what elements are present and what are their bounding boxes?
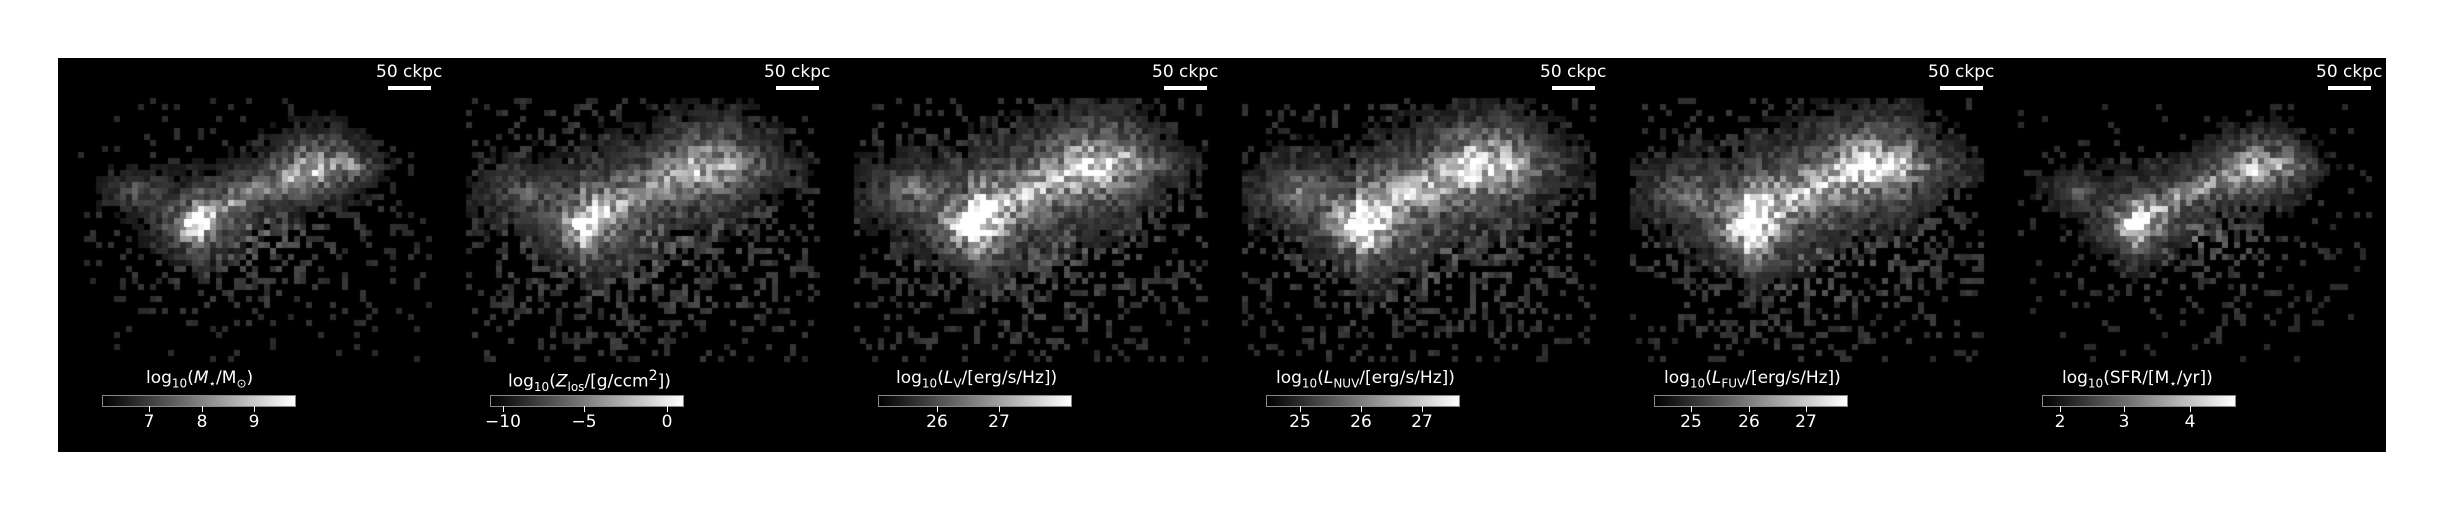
colorbar-tick: 2 [2054,412,2066,432]
colorbar-tick: 27 [1795,412,1817,432]
colorbar [1266,395,1460,407]
colorbar [490,395,684,407]
colorbar-tick: 3 [2118,412,2130,432]
galaxy-map-image [1610,58,1998,452]
scalebar-line [388,86,431,90]
colorbar-tick: 27 [1411,412,1433,432]
panel-stellar-mass: 50 ckpc log10(M⋆/M⊙) 7 8 9 [58,58,446,452]
scalebar-line [776,86,819,90]
colorbar-title: log10(LV/[erg/s/Hz]) [896,368,1058,391]
colorbar-tick: −10 [485,412,521,432]
colorbar-tick: 25 [1289,412,1311,432]
colorbar-tick: 27 [988,412,1010,432]
colorbar [102,395,296,407]
colorbar-tick: 4 [2184,412,2196,432]
scalebar-line [1552,86,1595,90]
colorbar-title: log10(LNUV/[erg/s/Hz]) [1276,368,1455,391]
scalebar-label: 50 ckpc [2316,62,2383,82]
galaxy-map-image [1998,58,2386,452]
scalebar-label: 50 ckpc [1152,62,1219,82]
colorbar-title: log10(SFR/[M⋆/yr]) [2062,368,2213,391]
scalebar-label: 50 ckpc [376,62,443,82]
colorbar-tick: 8 [196,412,208,432]
colorbar-title: log10(M⋆/M⊙) [146,368,254,391]
panel-fuv-luminosity: 50 ckpc log10(LFUV/[erg/s/Hz]) 25 26 27 [1610,58,1998,452]
galaxy-map-image [58,58,446,452]
scalebar-line [1940,86,1983,90]
colorbar-title: log10(Zlos/[g/ccm2]) [508,368,671,395]
panel-v-luminosity: 50 ckpc log10(LV/[erg/s/Hz]) 26 27 [834,58,1222,452]
colorbar-tick: 7 [143,412,155,432]
colorbar-tick: 9 [248,412,260,432]
panel-nuv-luminosity: 50 ckpc log10(LNUV/[erg/s/Hz]) 25 26 27 [1222,58,1610,452]
scalebar-label: 50 ckpc [1540,62,1607,82]
panel-sfr: 50 ckpc log10(SFR/[M⋆/yr]) 2 3 4 [1998,58,2386,452]
colorbar-title: log10(LFUV/[erg/s/Hz]) [1664,368,1841,391]
galaxy-map-image [834,58,1222,452]
colorbar [1654,395,1848,407]
scalebar-label: 50 ckpc [1928,62,1995,82]
scalebar-label: 50 ckpc [764,62,831,82]
colorbar-tick: −5 [571,412,597,432]
colorbar [2042,395,2236,407]
colorbar-tick: 26 [1350,412,1372,432]
colorbar-tick: 0 [661,412,673,432]
galaxy-map-image [1222,58,1610,452]
scalebar-line [2328,86,2371,90]
panel-metallicity: 50 ckpc log10(Zlos/[g/ccm2]) −10 −5 0 [446,58,834,452]
colorbar-tick: 25 [1680,412,1702,432]
scalebar-line [1164,86,1207,90]
galaxy-map-image [446,58,834,452]
colorbar-tick: 26 [1738,412,1760,432]
colorbar [878,395,1072,407]
colorbar-tick: 26 [926,412,948,432]
